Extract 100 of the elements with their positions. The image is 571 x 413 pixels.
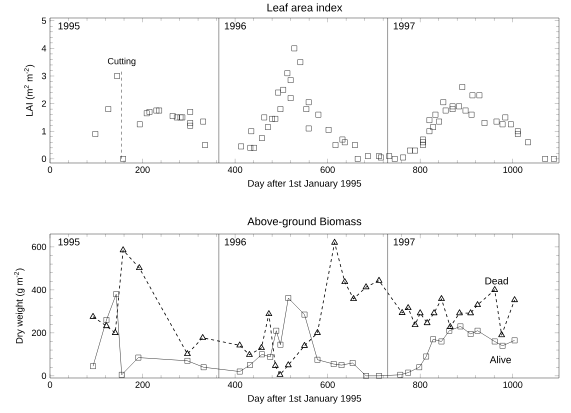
point (363, 373, 369, 379)
point (397, 372, 404, 378)
point (200, 364, 206, 370)
y-tick-label: 400 (32, 286, 46, 294)
point (458, 324, 464, 330)
point (500, 342, 506, 349)
point (430, 309, 438, 316)
annotation: 1997 (394, 238, 415, 246)
x-tick-label: 600 (320, 382, 335, 388)
point (301, 342, 308, 348)
point (430, 336, 436, 342)
point (467, 309, 474, 316)
annotation: 1996 (224, 238, 246, 246)
point (424, 319, 430, 326)
x-tick-label: 0 (48, 166, 52, 173)
chart-title: Leaf area index (267, 3, 342, 12)
point (446, 323, 454, 329)
annotation: 1995 (58, 22, 80, 30)
point (416, 309, 424, 316)
point (259, 352, 265, 358)
annotation: 1995 (58, 238, 80, 246)
point (331, 238, 338, 245)
chart-title: Above-ground Biomass (247, 217, 362, 228)
x-tick-label: 1000 (503, 166, 522, 173)
x-tick-label: 600 (320, 166, 335, 173)
point (236, 368, 243, 374)
point (199, 334, 206, 340)
point (118, 372, 125, 378)
point (398, 309, 406, 315)
point (438, 338, 444, 344)
x-tick-label: 400 (228, 382, 242, 388)
point (184, 350, 191, 356)
point (104, 317, 110, 323)
x-tick-label: 200 (135, 166, 150, 173)
y-tick-label: 5 (42, 18, 46, 24)
series-label: Alive (490, 356, 511, 364)
y-tick-label: 4 (42, 45, 46, 52)
point (376, 373, 382, 379)
point (90, 312, 96, 319)
point (412, 321, 418, 328)
point (456, 309, 463, 316)
y-tick-label: 3 (42, 72, 46, 80)
y-tick-label: 0 (42, 156, 46, 162)
point (236, 342, 244, 348)
x-tick-label: 1000 (503, 382, 522, 388)
point (376, 276, 382, 283)
point (512, 338, 518, 344)
x-tick-label: 400 (228, 166, 242, 173)
point (258, 344, 265, 350)
point (284, 361, 292, 368)
point (416, 364, 422, 370)
point (278, 342, 284, 348)
y-tick-label: 200 (32, 330, 46, 336)
point (136, 264, 143, 270)
point (491, 286, 498, 292)
point (314, 356, 320, 363)
point (246, 350, 253, 357)
point (350, 360, 356, 366)
x-axis-title: Day after 1st January 1995 (248, 180, 362, 189)
annotation: 1997 (394, 22, 415, 30)
annotation: 1996 (224, 22, 246, 30)
ref-line-label: Cutting (108, 58, 136, 66)
point (112, 329, 119, 335)
y-tick-label: 1 (42, 128, 46, 134)
point (286, 295, 292, 301)
point (267, 354, 274, 360)
point (404, 304, 412, 310)
y-tick-label: 600 (32, 244, 46, 250)
point (120, 246, 126, 252)
point (423, 354, 429, 360)
point (350, 295, 357, 302)
point (474, 328, 480, 334)
point (272, 362, 279, 368)
x-tick-label: 800 (413, 382, 428, 388)
point (446, 328, 452, 334)
point (492, 338, 498, 344)
point (362, 283, 370, 290)
y-axis-title: Dry weight (g m$^{-2}$) (14, 268, 25, 344)
point (338, 362, 344, 368)
point (266, 310, 272, 316)
point (498, 331, 505, 338)
point (276, 370, 284, 377)
point (90, 363, 96, 369)
series-label: Dead (485, 277, 508, 284)
point (273, 328, 280, 334)
point (302, 312, 308, 318)
point (247, 362, 253, 368)
point (330, 361, 336, 367)
y-tick-label: 0 (42, 372, 46, 380)
point (511, 296, 518, 302)
point (438, 295, 445, 302)
point (113, 291, 119, 297)
point (314, 329, 321, 335)
point (184, 358, 190, 364)
point (474, 301, 481, 308)
point (341, 278, 348, 284)
x-tick-label: 0 (48, 382, 52, 388)
y-axis-title: LAI (m$^{2}$ m$^{-2}$) (24, 64, 35, 116)
point (405, 370, 411, 376)
x-tick-label: 200 (135, 382, 150, 388)
